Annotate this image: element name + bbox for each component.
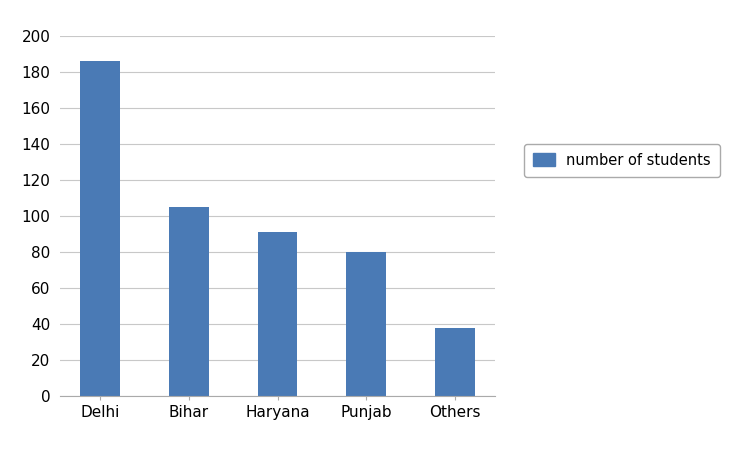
Bar: [80, 61, 120, 396]
Bar: [257, 232, 298, 396]
Bar: [435, 328, 476, 396]
Bar: [346, 252, 386, 396]
Bar: [169, 207, 208, 396]
Legend: number of students: number of students: [524, 144, 720, 176]
